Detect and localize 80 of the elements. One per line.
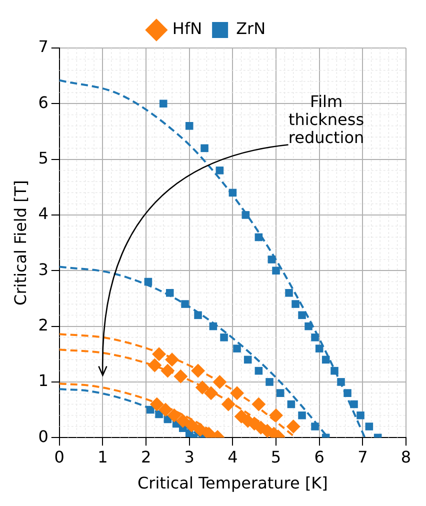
point bbox=[212, 374, 227, 389]
legend-label: HfN bbox=[172, 19, 202, 38]
legend-label: ZrN bbox=[236, 19, 266, 38]
y-tick-label: 7 bbox=[38, 37, 48, 56]
point bbox=[322, 356, 330, 364]
x-axis-title: Critical Temperature [K] bbox=[137, 474, 328, 493]
point bbox=[184, 418, 199, 432]
point bbox=[204, 386, 218, 400]
x-tick-label: 4 bbox=[228, 447, 238, 466]
point bbox=[216, 166, 224, 174]
point bbox=[287, 400, 296, 408]
x-tick-label: 7 bbox=[358, 447, 368, 466]
point bbox=[230, 386, 244, 400]
point bbox=[181, 300, 189, 308]
point bbox=[269, 408, 284, 422]
y-tick-label: 0 bbox=[38, 426, 48, 446]
point bbox=[167, 408, 182, 422]
y-tick-label: 5 bbox=[38, 148, 48, 168]
point bbox=[191, 364, 206, 378]
point bbox=[195, 380, 210, 395]
point bbox=[244, 356, 252, 364]
point bbox=[254, 366, 263, 375]
point bbox=[150, 397, 164, 412]
point bbox=[344, 389, 352, 397]
point bbox=[148, 358, 162, 372]
point bbox=[185, 122, 194, 130]
x-tick-label: 2 bbox=[140, 447, 152, 466]
y-tick-label: 1 bbox=[38, 371, 48, 390]
point bbox=[268, 256, 276, 264]
point bbox=[337, 378, 345, 386]
x-tick-label: 3 bbox=[184, 447, 194, 466]
point bbox=[152, 347, 166, 362]
point bbox=[228, 188, 237, 197]
y-axis-title: Critical Field [T] bbox=[10, 180, 30, 306]
x-tick-label: 1 bbox=[98, 447, 108, 466]
point bbox=[166, 289, 174, 297]
point bbox=[350, 400, 358, 408]
point bbox=[292, 300, 300, 308]
point bbox=[146, 406, 154, 414]
point bbox=[209, 322, 218, 330]
y-tick-label: 4 bbox=[38, 204, 48, 224]
point bbox=[356, 411, 364, 420]
point bbox=[304, 322, 312, 330]
point bbox=[311, 422, 319, 430]
point bbox=[144, 278, 152, 286]
point bbox=[272, 266, 280, 275]
point bbox=[242, 211, 250, 219]
point bbox=[221, 397, 236, 412]
point bbox=[286, 419, 300, 434]
point bbox=[165, 352, 180, 367]
point bbox=[276, 389, 284, 397]
point bbox=[330, 366, 338, 375]
point bbox=[315, 344, 324, 352]
y-tick-label: 2 bbox=[38, 315, 48, 334]
point bbox=[311, 334, 319, 342]
y-tick-label: 3 bbox=[38, 260, 48, 279]
x-tick-label: 8 bbox=[400, 447, 412, 466]
point bbox=[194, 311, 202, 320]
point bbox=[200, 144, 208, 152]
point bbox=[159, 100, 168, 108]
y-tick-label: 6 bbox=[38, 92, 48, 112]
point bbox=[266, 378, 274, 386]
point bbox=[365, 422, 374, 430]
point bbox=[160, 364, 175, 378]
x-tick-label: 6 bbox=[314, 447, 324, 466]
annotation: Film thickness reduction bbox=[288, 92, 364, 147]
point bbox=[176, 414, 190, 428]
point bbox=[298, 411, 306, 420]
point bbox=[233, 344, 241, 352]
point bbox=[220, 334, 228, 342]
x-tick-label: 5 bbox=[270, 447, 282, 466]
point bbox=[174, 369, 188, 384]
x-tick-label: 0 bbox=[54, 447, 64, 466]
point bbox=[158, 402, 173, 417]
point bbox=[193, 422, 208, 437]
point bbox=[252, 397, 266, 412]
point bbox=[285, 289, 293, 297]
line-series bbox=[59, 79, 366, 438]
point bbox=[254, 233, 263, 242]
point bbox=[298, 311, 306, 320]
